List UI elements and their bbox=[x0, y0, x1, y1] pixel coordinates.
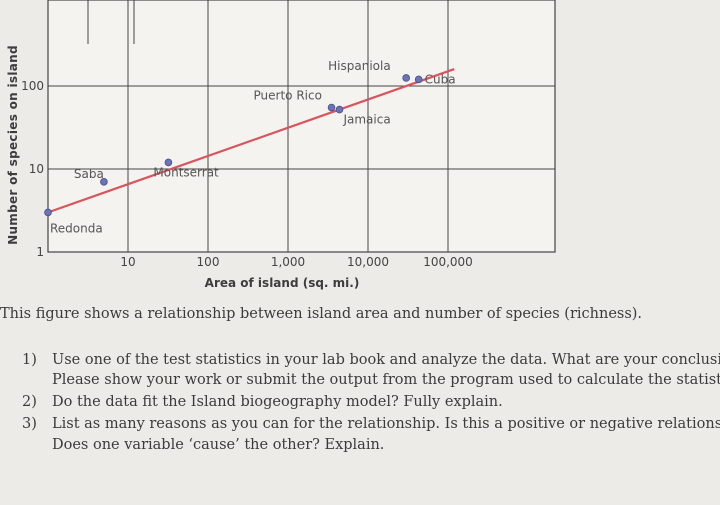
x-axis-label: Area of island (sq. mi.) bbox=[205, 276, 360, 290]
y-tick-label: 1 bbox=[36, 245, 44, 259]
data-point-label: Montserrat bbox=[153, 165, 219, 179]
data-point-label: Puerto Rico bbox=[254, 89, 322, 103]
data-point bbox=[402, 74, 410, 82]
question-3: 3) List as many reasons as you can for th… bbox=[22, 416, 720, 453]
data-point bbox=[164, 158, 173, 167]
data-point bbox=[335, 105, 344, 114]
data-point-label: Cuba bbox=[425, 72, 456, 86]
data-point bbox=[100, 178, 108, 186]
question-2: 2) Do the data fit the Island biogeograph… bbox=[22, 394, 503, 410]
chart-svg: 10 100 1,000 10,000 100,000 1 10 100 Area of isl… bbox=[6, 0, 556, 290]
y-tick-label: 10 bbox=[29, 162, 44, 176]
x-tick-label: 10 bbox=[120, 255, 135, 269]
data-point-label: Redonda bbox=[50, 221, 103, 235]
question-number: 3) bbox=[22, 416, 37, 432]
question-number: 1) bbox=[22, 352, 37, 368]
question-line: Do the data fit the Island biogeography … bbox=[52, 394, 503, 410]
data-point-label: Saba bbox=[74, 167, 104, 181]
x-tick-label: 1,000 bbox=[271, 255, 305, 269]
question-number: 2) bbox=[22, 394, 37, 410]
x-tick-label: 10,000 bbox=[347, 255, 389, 269]
question-line: Please show your work or submit the outp… bbox=[52, 372, 720, 388]
question-line: Use one of the test statistics in your l… bbox=[52, 352, 720, 368]
y-tick-label: 100 bbox=[21, 79, 44, 93]
x-tick-label: 100,000 bbox=[423, 255, 473, 269]
plot-area bbox=[48, 0, 555, 252]
data-point-label: Hispaniola bbox=[328, 59, 391, 73]
species-area-chart: 10 100 1,000 10,000 100,000 1 10 100 Area of isl… bbox=[6, 0, 556, 290]
y-axis-label: Number of species on island bbox=[6, 45, 20, 245]
data-point bbox=[44, 208, 52, 217]
plot-frame bbox=[47, 0, 556, 253]
x-tick-label: 100 bbox=[197, 255, 220, 269]
data-point bbox=[327, 103, 336, 112]
figure-caption: This figure shows a relationship between… bbox=[0, 306, 643, 322]
question-line: Does one variable ‘cause’ the other? Exp… bbox=[52, 437, 385, 453]
trend-line bbox=[47, 68, 455, 214]
question-1: 1) Use one of the test statistics in your… bbox=[22, 352, 720, 388]
data-point-label: Jamaica bbox=[342, 113, 390, 127]
question-line: List as many reasons as you can for the … bbox=[52, 416, 720, 432]
data-point bbox=[414, 75, 423, 84]
